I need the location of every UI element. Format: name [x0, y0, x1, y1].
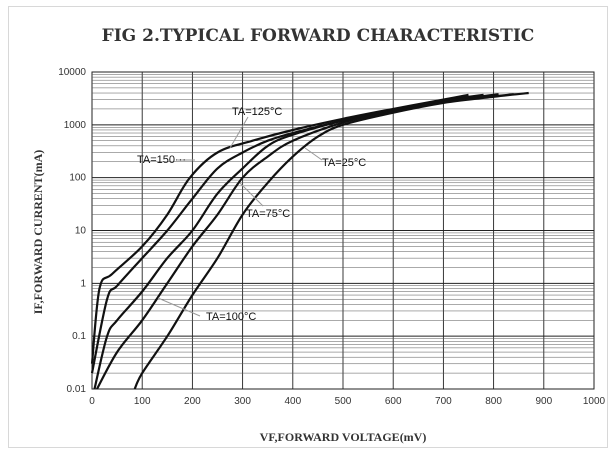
y-tick-label: 0.01 [67, 384, 87, 395]
y-tick-label: 100 [69, 173, 86, 184]
x-tick-label: 800 [485, 396, 502, 407]
series-layer [90, 91, 529, 390]
x-tick-label: 300 [234, 396, 251, 407]
x-tick-label: 0 [89, 396, 95, 407]
series-curve-1 [90, 93, 469, 364]
annotation-layer: TA=125°C TA=150··· TA=25°C TA=75°C TA=100°C [137, 106, 366, 323]
x-tick-label: 200 [184, 396, 201, 407]
x-axis-title: VF,FORWARD VOLTAGE(mV) [260, 430, 427, 444]
x-tick-label: 400 [284, 396, 301, 407]
y-axis-title: IF,FORWARD CURRENT(mA) [31, 150, 45, 314]
y-tick-label: 10000 [58, 67, 86, 78]
series-curve-4 [96, 93, 514, 390]
annotation-leader-line [304, 147, 323, 161]
series-curve-3 [93, 93, 499, 390]
series-curve-5 [133, 91, 529, 390]
annotation-leader-line [229, 116, 249, 149]
tick-labels: 0 100 200 300 400 500 600 700 800 900 1000 0.01 0.1 1… [58, 67, 605, 407]
y-tick-label: 10 [75, 226, 87, 237]
x-tick-label: 1000 [583, 396, 606, 407]
annotation-label: TA=100°C [206, 311, 256, 323]
x-tick-label: 700 [435, 396, 452, 407]
y-tick-label: 0.1 [72, 331, 86, 342]
x-tick-label: 500 [335, 396, 352, 407]
annotation-label: TA=150··· [137, 154, 186, 166]
y-tick-label: 1 [80, 278, 86, 289]
annotation-leader-line [157, 297, 201, 317]
annotation-label: TA=125°C [232, 106, 282, 118]
chart-title: FIG 2.TYPICAL FORWARD CHARACTERISTIC [102, 26, 535, 46]
x-tick-label: 100 [134, 396, 151, 407]
annotation-label: TA=75°C [246, 208, 290, 220]
annotation-leader-line [239, 182, 264, 207]
x-tick-label: 900 [535, 396, 552, 407]
x-tick-label: 600 [385, 396, 402, 407]
annotation-label: TA=25°C [322, 157, 366, 169]
y-tick-label: 1000 [64, 120, 87, 131]
